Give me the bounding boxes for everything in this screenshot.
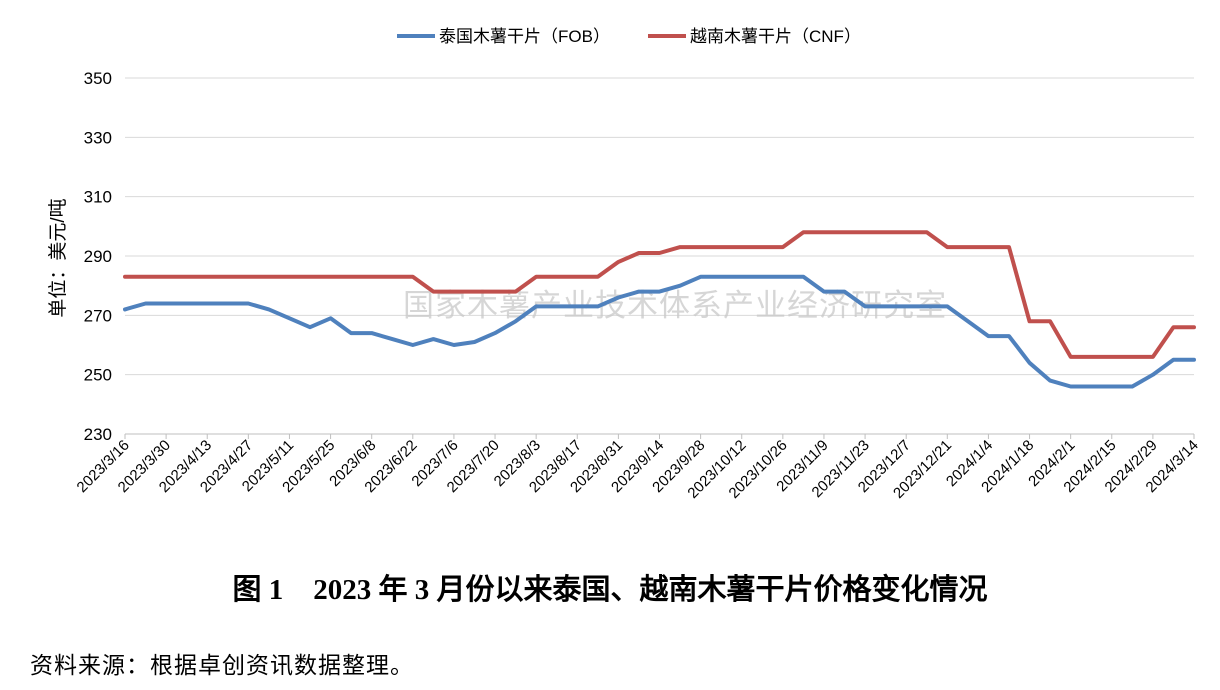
y-tick-label: 310 <box>84 188 112 207</box>
x-axis-ticks: 2023/3/162023/3/302023/4/132023/4/272023… <box>74 433 1202 502</box>
y-tick-label: 270 <box>84 306 112 325</box>
y-axis-ticks: 230 250 270 290 310 330 350 <box>84 69 112 444</box>
y-tick-label: 330 <box>84 128 112 147</box>
gridlines <box>125 77 1194 435</box>
figure-title: 2023 年 3 月份以来泰国、越南木薯干片价格变化情况 <box>313 574 988 606</box>
series-line-1 <box>123 274 1196 389</box>
y-tick-label: 250 <box>84 366 112 385</box>
figure-caption: 图 1 2023 年 3 月份以来泰国、越南木薯干片价格变化情况 <box>0 566 1220 608</box>
y-tick-label: 290 <box>84 247 112 266</box>
chart-watermark: 国家木薯产业技术体系产业经济研究室 <box>403 288 947 323</box>
source-note: 资料来源：根据卓创资讯数据整理。 <box>30 653 414 679</box>
legend-label-1: 泰国木薯干片（FOB） <box>439 27 610 46</box>
line-chart: 230 250 270 290 310 330 350 2023/3/162023/3/30… <box>47 27 1202 502</box>
series-lines <box>123 230 1196 389</box>
y-axis-label: 单位：美元/吨 <box>47 198 69 317</box>
legend-label-2: 越南木薯干片（CNF） <box>690 27 861 46</box>
y-tick-label: 230 <box>84 425 112 444</box>
series-line-2 <box>123 230 1196 359</box>
y-tick-label: 350 <box>84 69 112 88</box>
legend: 泰国木薯干片（FOB） 越南木薯干片（CNF） <box>397 27 861 46</box>
figure-number: 图 1 <box>232 574 284 606</box>
